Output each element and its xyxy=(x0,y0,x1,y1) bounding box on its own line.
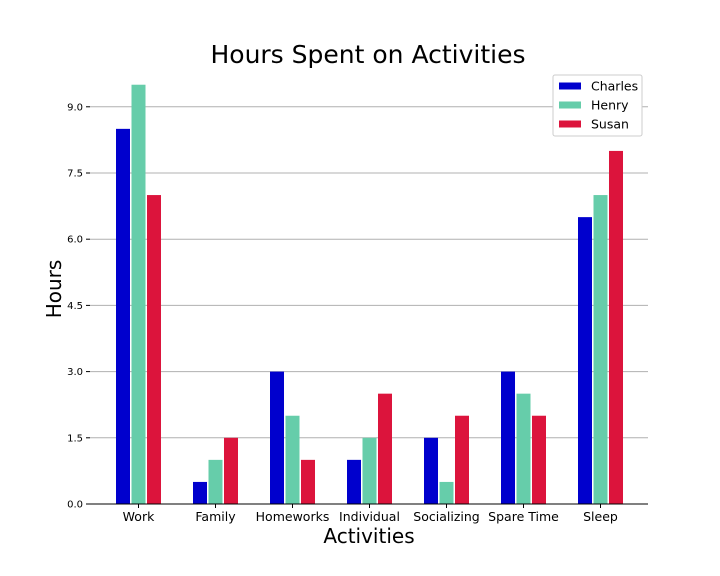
bar-charles-work xyxy=(116,128,130,504)
bar-susan-work xyxy=(147,195,161,505)
x-tick-label: Spare Time xyxy=(488,509,559,524)
bar-charles-family xyxy=(193,481,207,504)
x-axis-label: Activities xyxy=(323,524,414,548)
bars xyxy=(116,84,623,505)
gridlines xyxy=(90,106,648,439)
bar-susan-family xyxy=(224,437,238,504)
legend-label-susan: Susan xyxy=(591,117,629,132)
bar-susan-socializing xyxy=(455,415,469,504)
x-tick-label: Homeworks xyxy=(256,509,330,524)
x-tick-label: Family xyxy=(195,509,236,524)
legend-swatch-susan xyxy=(559,120,581,128)
bar-charles-sleep xyxy=(578,217,592,504)
y-tick-label: 6.0 xyxy=(67,235,83,246)
x-axis-ticks: Work Family Homeworks Individual Socializing… xyxy=(123,504,618,524)
y-tick-label: 1.5 xyxy=(67,433,83,444)
legend-label-henry: Henry xyxy=(591,98,629,113)
legend-label-charles: Charles xyxy=(591,79,638,94)
legend: Charles Henry Susan xyxy=(552,74,643,137)
bar-henry-work xyxy=(131,84,146,504)
bar-charles-homeworks xyxy=(270,371,284,504)
x-tick-label: Socializing xyxy=(413,509,479,524)
bar-susan-homeworks xyxy=(301,459,315,504)
bar-susan-sleep xyxy=(609,150,623,504)
y-axis-label: Hours xyxy=(42,260,66,319)
chart-title: Hours Spent on Activities xyxy=(210,40,525,69)
bar-henry-spare-time xyxy=(516,393,531,504)
bar-susan-spare-time xyxy=(532,415,546,504)
x-tick-label: Work xyxy=(123,509,155,524)
y-tick-label: 4.5 xyxy=(67,301,83,312)
legend-swatch-charles xyxy=(559,82,581,90)
bar-charles-spare-time xyxy=(501,371,515,504)
bar-charles-socializing xyxy=(424,437,438,504)
x-tick-label: Sleep xyxy=(583,509,618,524)
legend-swatch-henry xyxy=(559,101,581,109)
bar-henry-sleep xyxy=(593,195,608,505)
bar-henry-homeworks xyxy=(285,415,300,504)
bar-henry-socializing xyxy=(439,481,454,504)
y-tick-label: 0.0 xyxy=(67,500,83,511)
y-tick-label: 9.0 xyxy=(67,102,83,113)
y-tick-label: 7.5 xyxy=(67,168,83,179)
x-tick-label: Individual xyxy=(339,509,400,524)
y-tick-label: 3.0 xyxy=(67,367,83,378)
bar-henry-family xyxy=(208,459,223,504)
bar-charles-individual xyxy=(347,459,361,504)
bar-susan-individual xyxy=(378,393,392,504)
y-axis-ticks: 0.0 1.5 3.0 4.5 6.0 7.5 9.0 xyxy=(67,102,90,511)
bar-henry-individual xyxy=(362,437,377,504)
